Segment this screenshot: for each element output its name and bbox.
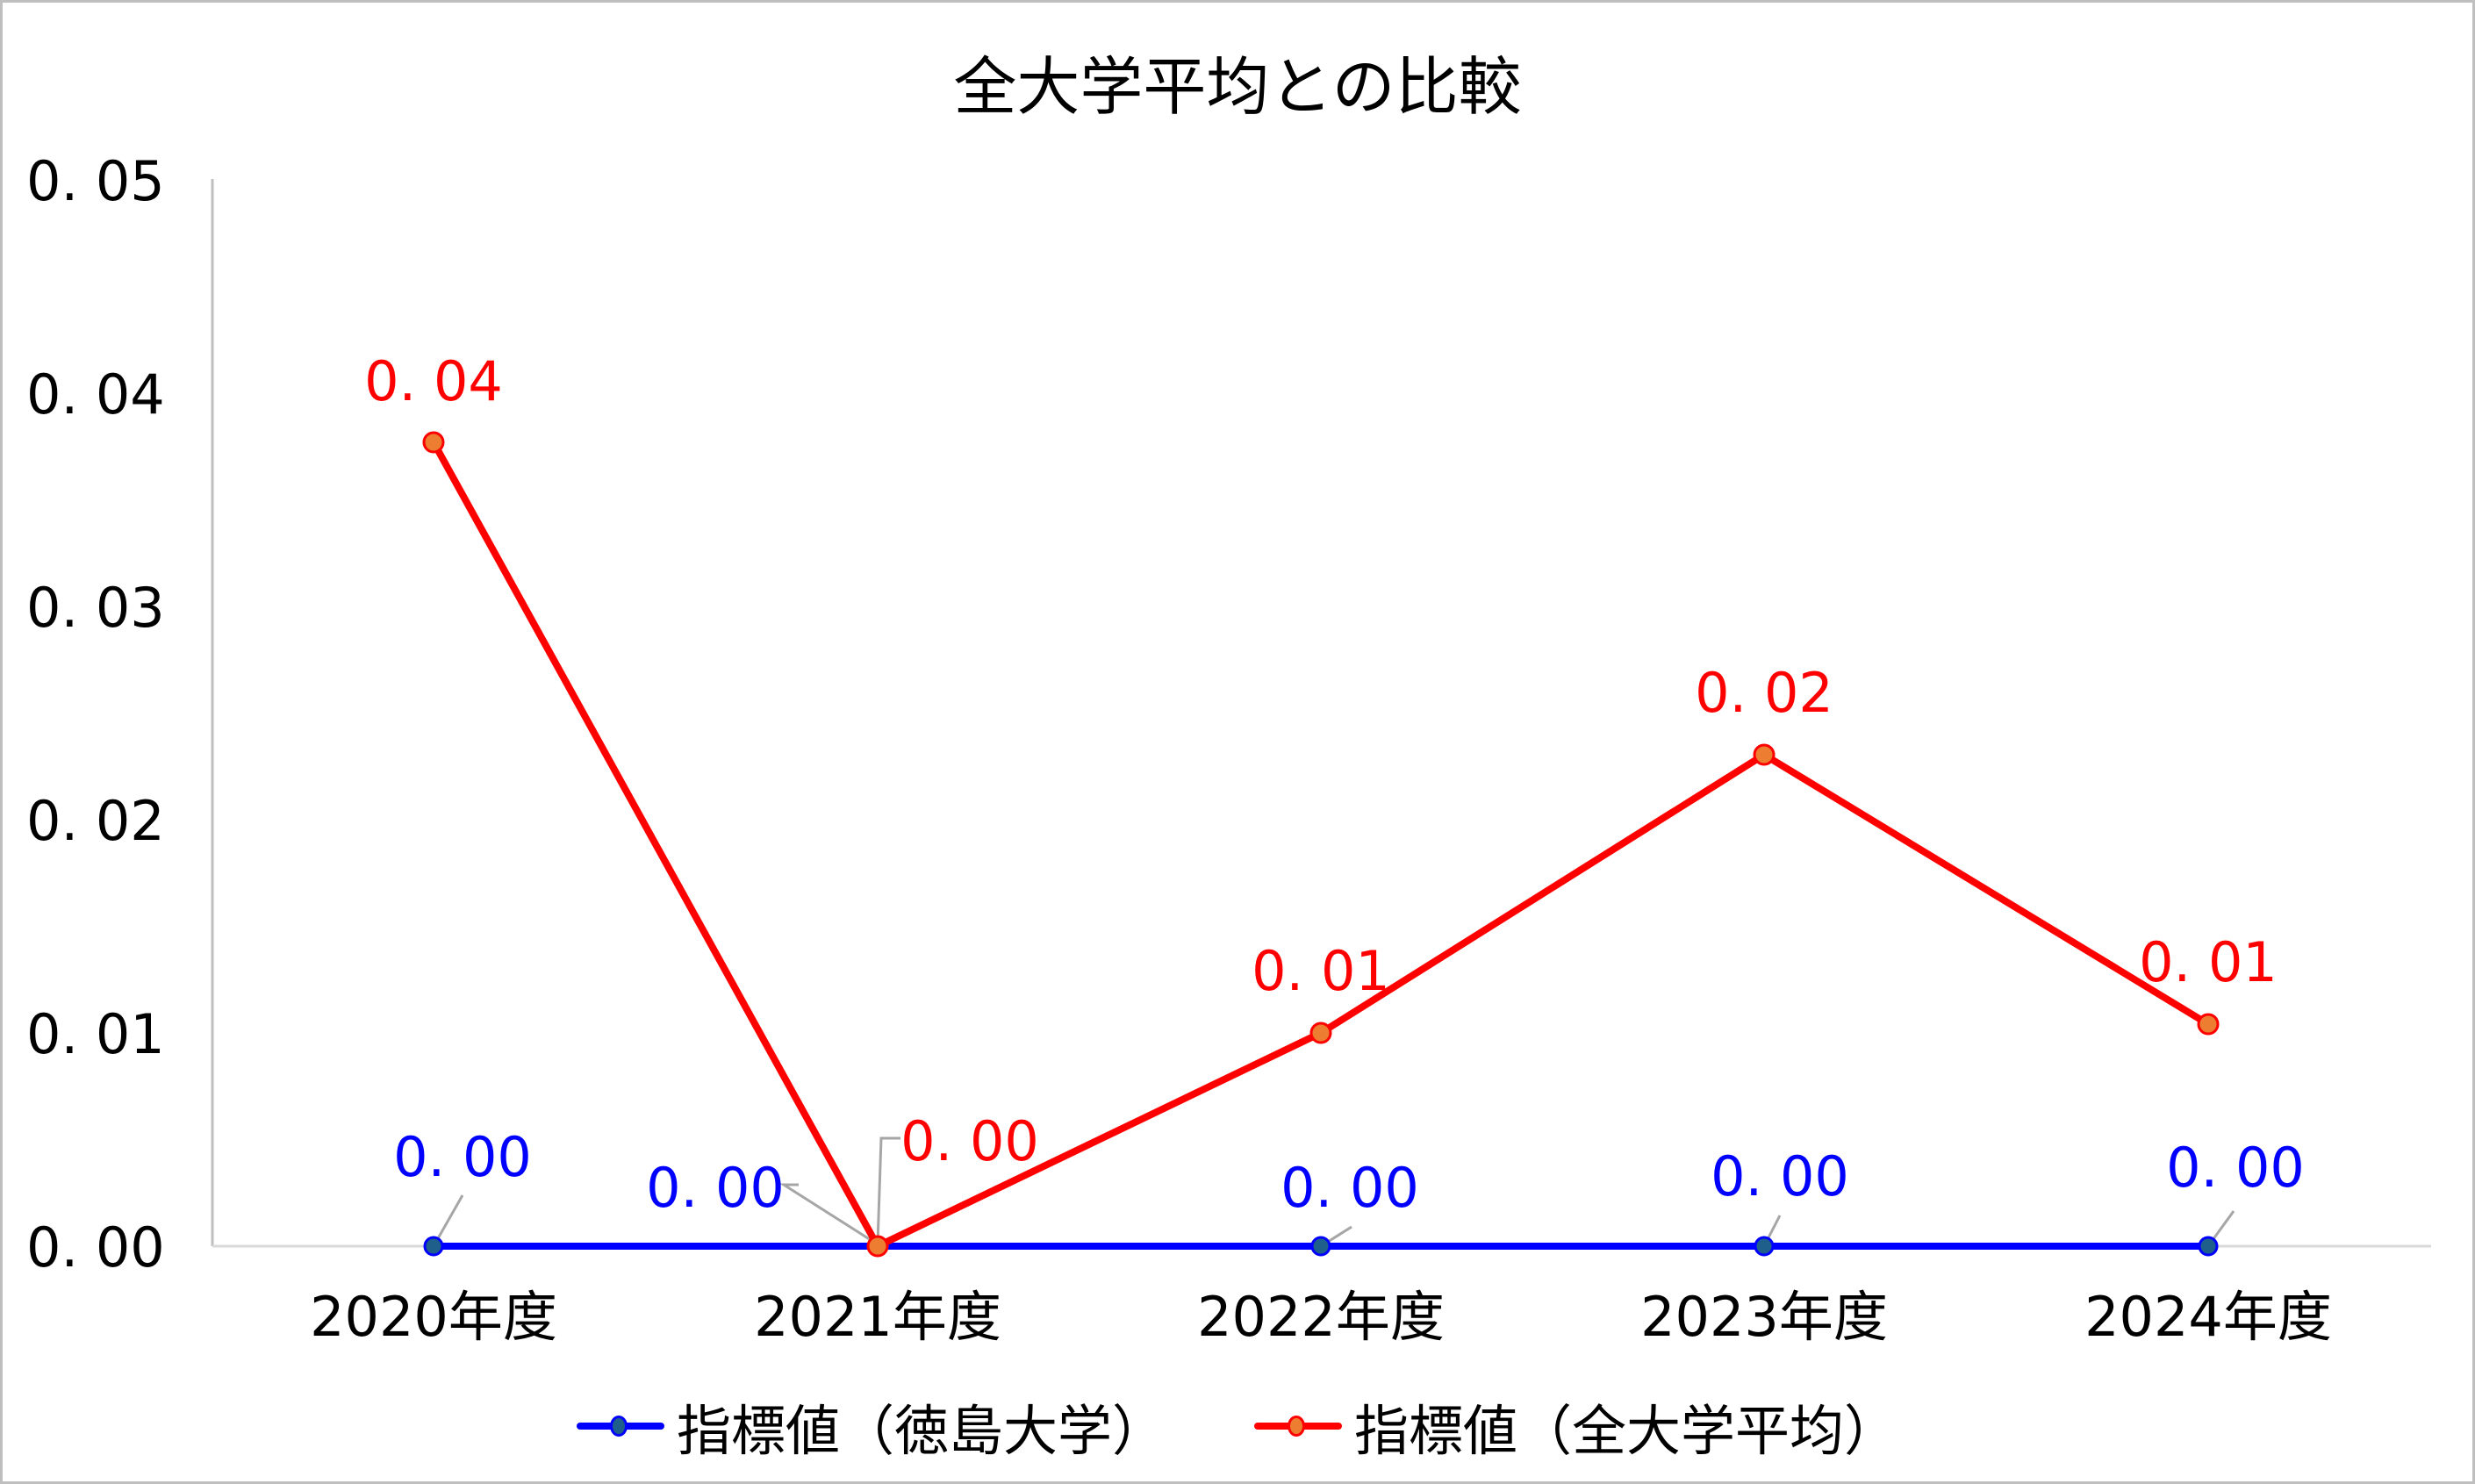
- marker-tokushima-2023[interactable]: [1754, 1236, 1775, 1257]
- data-labels-tokushima: 0. 00 0. 00 0. 00 0. 00 0. 00: [393, 1125, 2305, 1220]
- y-tick-4: 0. 04: [26, 362, 165, 427]
- legend-swatch-tokushima: [576, 1409, 664, 1444]
- x-tick-2021: 2021年度: [754, 1285, 1001, 1349]
- marker-all-2020[interactable]: [422, 431, 445, 454]
- legend-marker-blue-icon: [609, 1416, 628, 1437]
- legend-item-tokushima[interactable]: 指標値（徳島大学）: [576, 1387, 1166, 1466]
- legend-marker-red-icon: [1288, 1416, 1305, 1437]
- marker-tokushima-2020[interactable]: [423, 1236, 444, 1257]
- legend-item-all-universities[interactable]: 指標値（全大学平均）: [1254, 1387, 1898, 1466]
- x-tick-2024: 2024年度: [2084, 1285, 2332, 1349]
- y-tick-5: 0. 05: [26, 149, 165, 213]
- series-all-universities-line: [430, 441, 2211, 1250]
- data-label-tokushima-2020: 0. 00: [393, 1125, 532, 1189]
- x-tick-2022: 2022年度: [1197, 1285, 1445, 1349]
- marker-all-2023[interactable]: [1753, 743, 1776, 766]
- legend-swatch-all-universities: [1254, 1409, 1342, 1444]
- x-tick-2023: 2023年度: [1640, 1285, 1888, 1349]
- data-label-all-2024: 0. 01: [2139, 930, 2278, 994]
- data-label-all-2022: 0. 01: [1252, 939, 1390, 1003]
- marker-all-2021[interactable]: [866, 1235, 889, 1258]
- data-label-tokushima-2022: 0. 00: [1281, 1156, 1419, 1220]
- series-tokushima: [423, 1236, 2219, 1257]
- legend-label-all-universities: 指標値（全大学平均）: [1354, 1399, 1899, 1463]
- y-tick-1: 0. 01: [26, 1002, 165, 1066]
- marker-tokushima-2022[interactable]: [1310, 1236, 1331, 1257]
- data-label-all-2020: 0. 04: [364, 349, 503, 413]
- y-tick-labels: 0. 00 0. 01 0. 02 0. 03 0. 04 0. 05: [26, 149, 165, 1280]
- legend-label-tokushima: 指標値（徳島大学）: [676, 1399, 1166, 1463]
- data-labels-all-universities: 0. 04 0. 00 0. 01 0. 02 0. 01: [364, 349, 2278, 1173]
- chart-title: 全大学平均との比較: [953, 50, 1522, 124]
- x-tick-labels: 2020年度 2021年度 2022年度 2023年度 2024年度: [310, 1285, 2332, 1349]
- x-tick-2020: 2020年度: [310, 1285, 557, 1349]
- legend: 指標値（徳島大学） 指標値（全大学平均）: [0, 1387, 2475, 1466]
- y-tick-2: 0. 02: [26, 789, 165, 853]
- y-tick-3: 0. 03: [26, 576, 165, 640]
- data-label-tokushima-2021: 0. 00: [646, 1156, 785, 1220]
- y-tick-0: 0. 00: [26, 1215, 165, 1280]
- marker-all-2022[interactable]: [1309, 1022, 1332, 1044]
- marker-all-2024[interactable]: [2197, 1013, 2220, 1036]
- series-all-universities: [422, 431, 2220, 1258]
- data-label-tokushima-2023: 0. 00: [1711, 1144, 1849, 1208]
- data-label-tokushima-2024: 0. 00: [2166, 1136, 2305, 1200]
- data-label-all-2023: 0. 02: [1695, 661, 1833, 725]
- marker-tokushima-2024[interactable]: [2198, 1236, 2219, 1257]
- data-label-all-2021: 0. 00: [900, 1109, 1039, 1173]
